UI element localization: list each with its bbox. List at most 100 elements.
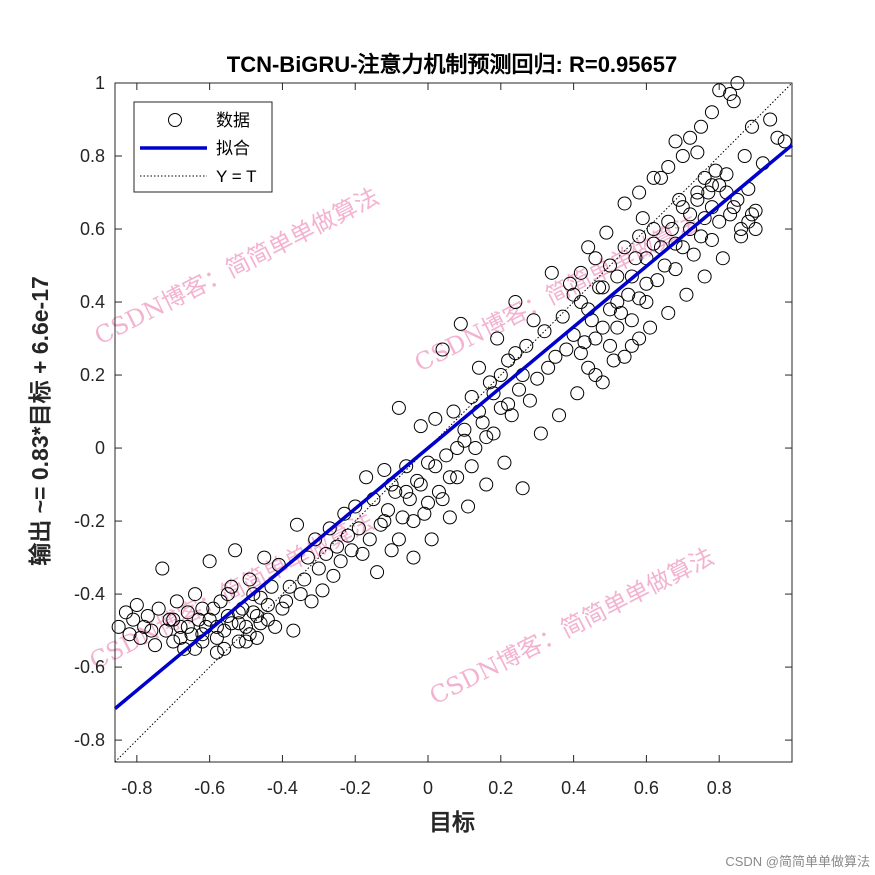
data-point [570,386,585,401]
data-point [311,561,326,576]
data-point [715,251,730,266]
data-point [701,185,716,200]
data-point [606,353,621,368]
data-point [471,360,486,375]
y-tick-label: 0.6 [80,219,105,239]
data-point [744,207,759,222]
data-point [180,605,195,620]
data-point [246,587,261,602]
fit-line-group [113,143,794,710]
axes-box [114,82,793,763]
data-point [457,433,472,448]
data-point [279,594,294,609]
data-point [632,291,647,306]
data-point [581,360,596,375]
data-point [231,616,246,631]
data-point [748,222,763,237]
data-point [253,616,268,631]
data-point [763,112,778,127]
data-point [643,320,658,335]
data-point [657,258,672,273]
data-point [526,313,541,328]
data-point [439,448,454,463]
data-point [723,207,738,222]
data-point [646,222,661,237]
data-point [421,495,436,510]
data-point [621,287,636,302]
data-point [683,207,698,222]
data-point [686,247,701,262]
y-axis-label-part: 输出 [27,520,54,566]
legend-circle-marker [168,113,182,127]
data-point [675,200,690,215]
data-point [592,280,607,295]
x-tick-label: 0.4 [561,778,586,798]
data-point [450,470,465,485]
data-point [388,484,403,499]
data-point [530,371,545,386]
data-point [639,276,654,291]
data-point [552,408,567,423]
legend: 数据 拟合 Y = T [133,101,273,193]
data-point [668,134,683,149]
data-point [180,619,195,634]
data-point [697,269,712,284]
y-axis-ticks: -0.8 -0.6 -0.4 -0.2 0 0.2 0.4 0.6 0.8 1 [74,73,792,750]
plot-area [111,76,794,763]
data-point [209,630,224,645]
data-point [613,305,628,320]
x-axis-label: 目标 [429,809,475,836]
y-tick-label: 0.4 [80,292,105,312]
x-tick-label: 0.2 [488,778,513,798]
data-point [140,608,155,623]
data-point [257,550,272,565]
data-point [519,338,534,353]
data-point [661,305,676,320]
data-point [399,484,414,499]
identity-line [114,82,793,763]
data-point [541,360,556,375]
data-point [748,203,763,218]
data-point [490,331,505,346]
data-point [694,229,709,244]
data-point [726,94,741,109]
data-point [191,612,206,627]
data-point [573,265,588,280]
y-tick-label: 1 [95,73,105,93]
data-point [144,623,159,638]
data-point [446,404,461,419]
data-point [213,594,228,609]
data-point [712,214,727,229]
data-point [544,265,559,280]
data-point [348,499,363,514]
data-point [617,349,632,364]
data-point [566,287,581,302]
data-point [683,130,698,145]
data-point [482,375,497,390]
data-point [595,375,610,390]
data-point [133,630,148,645]
data-point [315,583,330,598]
data-point [293,587,308,602]
data-point [679,287,694,302]
data-point [417,506,432,521]
y-tick-label: 0.8 [80,146,105,166]
data-point [479,477,494,492]
data-point [595,280,610,295]
data-points [111,76,792,660]
data-point [603,338,618,353]
data-point [457,422,472,437]
data-point [424,532,439,547]
data-point [497,455,512,470]
data-point [661,214,676,229]
data-point [537,324,552,339]
data-point [610,295,625,310]
data-point [202,554,217,569]
data-point [166,634,181,649]
data-point [690,185,705,200]
data-point [690,192,705,207]
data-point [413,477,428,492]
data-point [646,236,661,251]
data-point [668,262,683,277]
data-point [664,222,679,237]
